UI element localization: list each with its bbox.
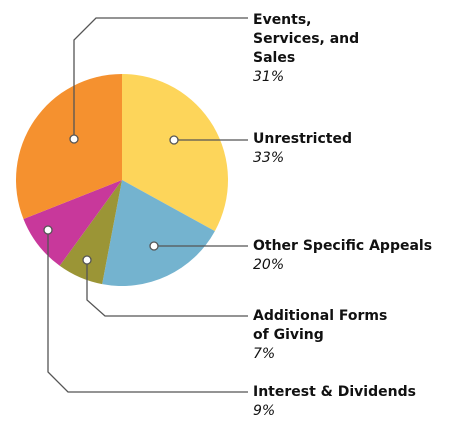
pie-slice bbox=[15, 74, 123, 220]
slice-label: Other Specific Appeals 20% bbox=[253, 237, 453, 275]
slice-value: 7% bbox=[253, 346, 276, 362]
slice-label: Events, Services, and Sales 31% bbox=[253, 11, 373, 87]
leader-dot bbox=[149, 241, 159, 251]
slice-name: Other Specific Appeals bbox=[253, 238, 433, 254]
slice-name: Events, Services, and Sales bbox=[253, 12, 360, 66]
leader-line bbox=[86, 260, 248, 317]
slice-label: Unrestricted 33% bbox=[253, 130, 443, 168]
leader-dot bbox=[69, 134, 79, 144]
slice-label: Interest & Dividends 9% bbox=[253, 383, 453, 421]
pie-slice bbox=[102, 180, 215, 286]
leader-line bbox=[47, 230, 248, 393]
slice-label: Additional Forms of Giving 7% bbox=[253, 307, 393, 364]
slice-value: 33% bbox=[253, 150, 285, 166]
leader-dot bbox=[82, 255, 92, 265]
pie-slice bbox=[59, 180, 122, 285]
leader-dot bbox=[43, 225, 53, 235]
leader-dot bbox=[169, 135, 179, 145]
slice-name: Additional Forms of Giving bbox=[253, 308, 388, 343]
leader-line bbox=[73, 17, 248, 139]
slice-value: 9% bbox=[253, 403, 276, 419]
slice-value: 20% bbox=[253, 257, 285, 273]
slice-name: Interest & Dividends bbox=[253, 384, 416, 400]
slice-name: Unrestricted bbox=[253, 131, 352, 147]
slice-value: 31% bbox=[253, 69, 285, 85]
pie-slice bbox=[122, 74, 228, 232]
